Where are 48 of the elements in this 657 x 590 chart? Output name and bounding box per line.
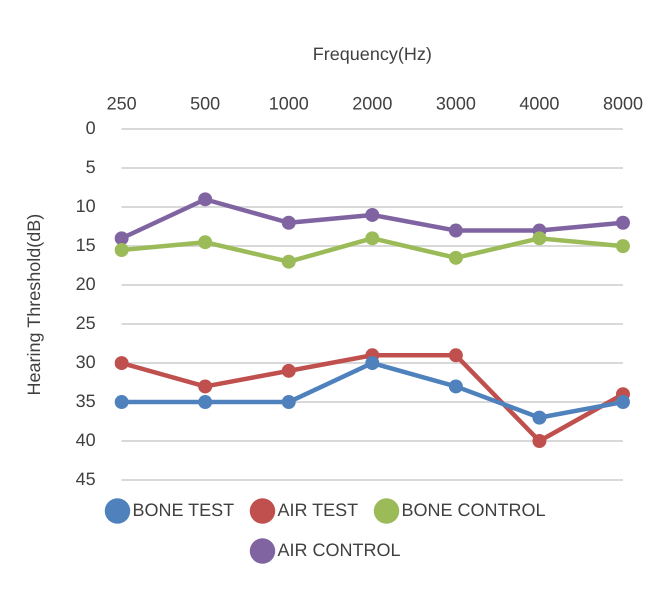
y-tick-label: 30 — [76, 352, 96, 372]
x-tick-label: 500 — [190, 93, 220, 114]
y-axis-title: Hearing Threshold(dB) — [24, 214, 44, 396]
x-axis-title: Frequency(Hz) — [312, 44, 432, 64]
y-tick-label: 40 — [76, 430, 96, 450]
point — [114, 356, 129, 370]
y-tick-label: 5 — [86, 157, 96, 178]
point — [282, 216, 296, 230]
point — [616, 216, 630, 230]
point — [114, 243, 129, 258]
point — [616, 239, 630, 254]
point — [448, 348, 463, 362]
legend-label: AIR TEST — [277, 500, 358, 520]
y-tick-label: 45 — [76, 468, 96, 489]
point — [198, 379, 212, 394]
x-tick-label: 3000 — [436, 93, 476, 114]
point — [114, 231, 129, 246]
y-tick-label: 25 — [76, 313, 96, 334]
y-tick-label: 0 — [86, 118, 96, 138]
y-tick-label: 10 — [76, 196, 96, 216]
point — [448, 250, 463, 265]
legend-label: BONE CONTROL — [402, 500, 546, 520]
point — [532, 231, 546, 246]
point — [532, 410, 546, 425]
y-tick-label: 35 — [76, 391, 96, 412]
y-tick-label: 20 — [76, 274, 96, 294]
x-tick-label: 2000 — [352, 93, 392, 114]
x-tick-label: 4000 — [519, 93, 560, 114]
point — [282, 395, 296, 410]
legend-label: BONE TEST — [132, 500, 234, 520]
x-tick-label: 1000 — [268, 93, 309, 114]
y-tick-label: 15 — [76, 235, 96, 256]
point — [282, 254, 296, 269]
point — [198, 192, 212, 206]
point — [448, 224, 463, 238]
point — [198, 235, 212, 250]
point — [114, 395, 129, 410]
point — [532, 434, 546, 448]
point — [448, 379, 463, 394]
point — [365, 356, 380, 370]
x-tick-label: 8000 — [602, 93, 643, 114]
point — [616, 395, 630, 410]
point — [198, 395, 212, 410]
legend-label: AIR CONTROL — [277, 540, 401, 560]
point — [365, 231, 380, 246]
x-tick-label: 250 — [106, 93, 137, 114]
point — [365, 208, 380, 222]
point — [282, 364, 296, 378]
